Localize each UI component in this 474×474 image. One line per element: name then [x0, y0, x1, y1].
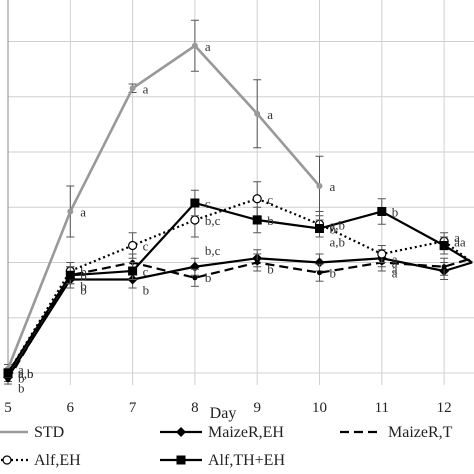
data-label: a,b: [18, 366, 34, 381]
data-label: a: [392, 266, 398, 281]
data-point: [191, 42, 198, 49]
data-point: [67, 208, 74, 215]
annotation-label: b: [18, 370, 25, 385]
legend-label: Alf,TH+EH: [208, 452, 285, 469]
gridlines: [7, 0, 474, 385]
data-point: [377, 207, 387, 216]
legend-marker: [176, 455, 186, 465]
annotation-label: a,b: [330, 234, 346, 249]
data-label: c: [143, 239, 149, 254]
data-point: [252, 215, 262, 225]
data-label: a,b: [18, 366, 34, 381]
legend-label: Alf,EH: [34, 452, 81, 469]
data-label: b,c: [205, 213, 221, 228]
data-point: [315, 224, 324, 233]
x-tick-label: 10: [312, 400, 327, 416]
data-label: b: [267, 213, 274, 228]
x-tick-label: 5: [4, 400, 12, 416]
legend-label: MaizeR,T: [388, 424, 453, 441]
data-label: a: [267, 107, 273, 122]
x-tick-label: 8: [191, 400, 199, 416]
x-tick-label: 6: [67, 400, 75, 416]
x-tick-label: 9: [253, 400, 261, 416]
x-tick-label: 12: [437, 400, 452, 416]
series-std: [4, 19, 324, 374]
data-label: b: [80, 264, 87, 279]
series-line: [7, 197, 473, 374]
data-point: [316, 183, 323, 189]
data-point: [3, 368, 13, 378]
data-point: [5, 377, 11, 383]
data-label: a,b: [330, 217, 346, 232]
data-point: [190, 198, 200, 208]
data-label: a: [392, 261, 398, 276]
data-label: b: [205, 270, 212, 285]
data-label: b: [80, 283, 87, 298]
series-layer: [3, 19, 473, 385]
legend-item: MaizeR,EH: [160, 424, 284, 441]
x-axis-title: Day: [210, 405, 237, 422]
data-point: [252, 194, 262, 204]
legend-item: Alf,TH+EH: [160, 452, 285, 469]
annotation-label: a: [392, 251, 398, 266]
data-label: c: [267, 192, 273, 207]
legend-item: MaizeR,T: [340, 424, 453, 441]
legend-item: STD: [0, 424, 64, 441]
data-point: [254, 110, 261, 117]
data-label: a: [143, 81, 149, 96]
series-alf-th-eh: [3, 189, 473, 378]
data-point: [65, 270, 75, 280]
data-point: [314, 257, 325, 268]
data-label: b: [330, 266, 337, 281]
series-line: [7, 201, 473, 374]
data-point: [129, 85, 136, 92]
legend-label: MaizeR,EH: [208, 424, 284, 441]
x-axis-ticks: 5 6 7 8 9 10 11 12: [4, 400, 451, 416]
x-tick-label: 11: [375, 400, 389, 416]
data-label: a: [18, 362, 24, 377]
data-point: [439, 241, 449, 250]
data-label: c: [205, 196, 211, 211]
data-point: [441, 264, 447, 270]
x-tick-label: 7: [129, 400, 137, 416]
data-point: [190, 215, 200, 225]
data-label: c: [143, 264, 149, 279]
data-label: a: [80, 205, 86, 220]
legend: STD MaizeR,EH MaizeR,T Alf,EH Alf,TH+EH: [0, 424, 453, 469]
data-point: [317, 270, 322, 276]
series-line: [6, 44, 321, 370]
annotation-label: b,c: [205, 243, 221, 258]
legend-label: STD: [34, 424, 64, 441]
data-label: aa: [454, 234, 466, 249]
data-point: [192, 275, 198, 281]
data-point: [254, 260, 260, 265]
data-label: b: [80, 268, 87, 283]
data-label: b: [392, 205, 399, 220]
data-label: b: [267, 261, 274, 276]
data-label: b: [330, 222, 337, 237]
data-label: b: [18, 380, 25, 395]
legend-item: Alf,EH: [0, 452, 81, 469]
data-label: b: [80, 278, 87, 293]
data-label: a: [330, 179, 336, 194]
annotation-label: a: [392, 256, 398, 271]
data-label: b: [143, 283, 150, 298]
annotation-label: a: [454, 230, 460, 245]
data-point: [128, 266, 138, 276]
data-point: [377, 249, 387, 259]
series-line: [7, 257, 473, 381]
legend-marker: [2, 455, 12, 465]
data-label: a: [205, 39, 211, 54]
legend-marker: [176, 427, 186, 437]
data-point: [128, 240, 138, 251]
